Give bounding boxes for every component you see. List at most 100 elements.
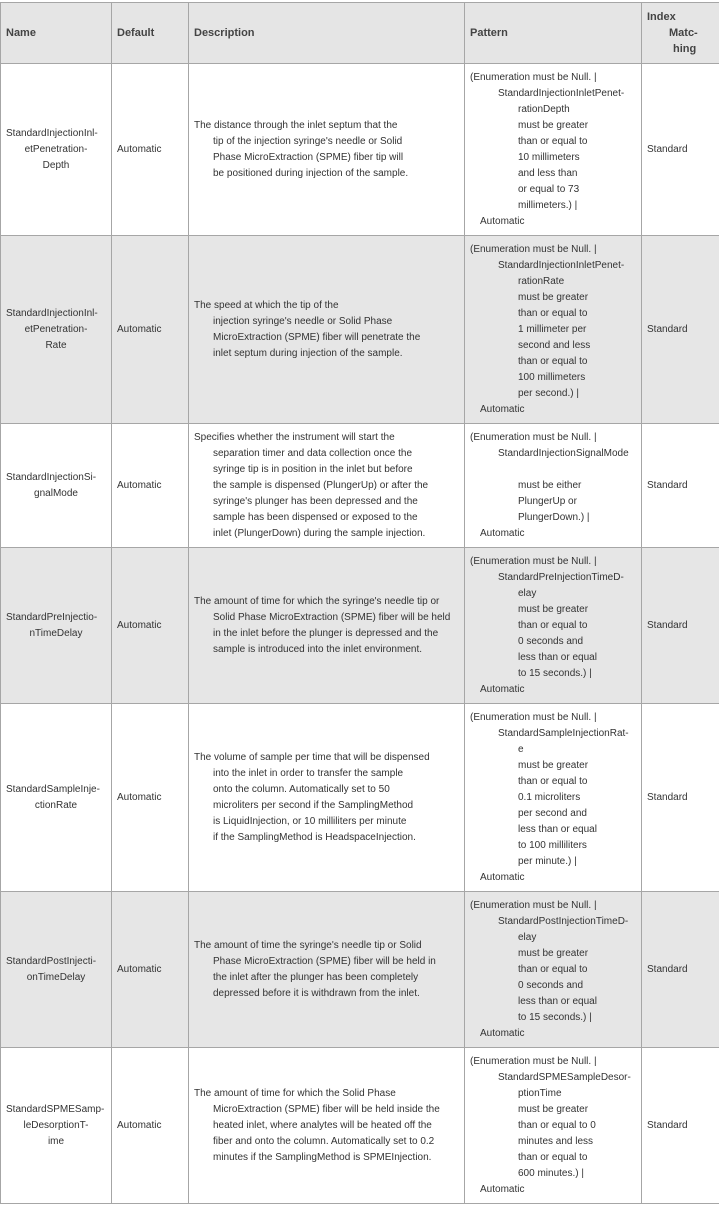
pattern-line: StandardInjectionSignalMode [498, 447, 629, 459]
name-line: StandardSPMESamp- [6, 1103, 105, 1115]
pattern-line: StandardPreInjectionTimeD- [498, 571, 624, 583]
name-line: ctionRate [34, 799, 78, 811]
description-line: microliters per second if the SamplingMe… [213, 799, 414, 811]
pattern-line: (Enumeration must be Null. | [470, 431, 597, 443]
description-line: onto the column. Automatically set to 50 [213, 783, 390, 795]
pattern-line: (Enumeration must be Null. | [470, 711, 597, 723]
description-line: Phase MicroExtraction (SPME) fiber will … [213, 955, 436, 967]
pattern-line: (Enumeration must be Null. | [470, 555, 597, 567]
pattern-line: to 15 seconds.) | [518, 667, 592, 679]
cell-index-matching: Standard [641, 703, 719, 892]
description-line: separation timer and data collection onc… [213, 447, 413, 459]
table-row: StandardSampleInje-ctionRate Automatic T… [0, 703, 719, 892]
header-index-line: Index [647, 11, 676, 23]
description-line: depressed before it is withdrawn from th… [213, 987, 420, 999]
description-line: Phase MicroExtraction (SPME) fiber tip w… [213, 151, 404, 163]
cell-pattern: (Enumeration must be Null. | StandardInje… [464, 423, 642, 548]
description-line: inlet (PlungerDown) during the sample in… [213, 527, 426, 539]
cell-description: Specifies whether the instrument will st… [188, 423, 465, 548]
cell-default: Automatic [111, 703, 189, 892]
description-line: heated inlet, where analytes will be hea… [213, 1119, 432, 1131]
pattern-line: than or equal to [518, 355, 588, 367]
description-line: injection syringe's needle or Solid Phas… [213, 315, 393, 327]
cell-default: Automatic [111, 63, 189, 236]
name-line: onTimeDelay [26, 971, 86, 983]
name-line: StandardInjectionInl- [6, 127, 98, 139]
cell-index-matching: Standard [641, 63, 719, 236]
pattern-line: than or equal to [518, 135, 588, 147]
description-line: tip of the injection syringe's needle or… [213, 135, 403, 147]
description-line: be positioned during injection of the sa… [213, 167, 409, 179]
pattern-line: must be greater [518, 759, 589, 771]
cell-name: StandardInjectionSi-gnalMode [0, 423, 112, 548]
pattern-line: rationRate [518, 275, 565, 287]
name-line: ime [47, 1135, 65, 1147]
description-line: The amount of time for which the Solid P… [194, 1087, 396, 1099]
pattern-line: Automatic [480, 527, 525, 539]
pattern-line: millimeters.) | [518, 199, 578, 211]
pattern-line: than or equal to [518, 619, 588, 631]
pattern-line: less than or equal [518, 651, 597, 663]
pattern-line: than or equal to [518, 1151, 588, 1163]
table-row: StandardPreInjectio-nTimeDelay Automatic… [0, 547, 719, 704]
description-line: The distance through the inlet septum th… [194, 119, 398, 131]
description-line: Solid Phase MicroExtraction (SPME) fiber… [213, 611, 451, 623]
table-row: StandardPostInjecti-onTimeDelay Automati… [0, 891, 719, 1048]
name-line: etPenetration- [24, 143, 88, 155]
name-line: StandardInjectionInl- [6, 307, 98, 319]
pattern-line: StandardInjectionInletPenet- [498, 87, 625, 99]
cell-default: Automatic [111, 891, 189, 1048]
pattern-line: and less than [518, 167, 578, 179]
cell-name: StandardInjectionInl-etPenetration- Rate [0, 235, 112, 424]
pattern-line: to 100 milliliters [518, 839, 587, 851]
header-default: Default [111, 2, 189, 64]
description-line: MicroExtraction (SPME) fiber will penetr… [213, 331, 421, 343]
cell-default: Automatic [111, 547, 189, 704]
pattern-line: 1 millimeter per [518, 323, 587, 335]
pattern-line: or equal to 73 [518, 183, 580, 195]
cell-name: StandardSPMESamp-leDesorptionT-ime [0, 1047, 112, 1204]
cell-pattern: (Enumeration must be Null. | StandardPreI… [464, 547, 642, 704]
name-line: nTimeDelay [29, 627, 83, 639]
pattern-line: less than or equal [518, 995, 597, 1007]
cell-pattern: (Enumeration must be Null. | StandardSPME… [464, 1047, 642, 1204]
name-line: gnalMode [34, 487, 78, 499]
description-line: the sample is dispensed (PlungerUp) or a… [213, 479, 429, 491]
header-name: Name [0, 2, 112, 64]
pattern-line: Automatic [480, 871, 525, 883]
pattern-line: must be greater [518, 291, 589, 303]
table-row: StandardInjectionInl-etPenetration- Depth… [0, 63, 719, 236]
pattern-line: must be greater [518, 1103, 589, 1115]
pattern-line: per second.) | [518, 387, 579, 399]
pattern-line: rationDepth [518, 103, 570, 115]
pattern-line: (Enumeration must be Null. | [470, 899, 597, 911]
cell-default: Automatic [111, 1047, 189, 1204]
pattern-line: per minute.) | [518, 855, 577, 867]
name-line: leDesorptionT- [23, 1119, 89, 1131]
name-line: StandardPostInjecti- [6, 955, 97, 967]
pattern-line: (Enumeration must be Null. | [470, 71, 597, 83]
cell-description: The distance through the inlet septum th… [188, 63, 465, 236]
pattern-line: StandardSPMESampleDesor- [498, 1071, 631, 1083]
cell-default: Automatic [111, 235, 189, 424]
pattern-line: (Enumeration must be Null. | [470, 243, 597, 255]
cell-index-matching: Standard [641, 547, 719, 704]
description-line: syringe tip is in position in the inlet … [213, 463, 413, 475]
description-line: syringe's plunger has been depressed and… [213, 495, 418, 507]
pattern-line: Automatic [480, 215, 525, 227]
pattern-line: ptionTime [518, 1087, 562, 1099]
name-line: Rate [45, 339, 67, 351]
pattern-line: must be greater [518, 947, 589, 959]
pattern-line: 600 minutes.) | [518, 1167, 584, 1179]
header-description: Description [188, 2, 465, 64]
pattern-line: Automatic [480, 1183, 525, 1195]
cell-pattern: (Enumeration must be Null. | StandardSamp… [464, 703, 642, 892]
pattern-line: 0 seconds and [518, 979, 584, 991]
pattern-line: than or equal to 0 [518, 1119, 596, 1131]
pattern-line: must be greater [518, 603, 589, 615]
pattern-line: 0 seconds and [518, 635, 584, 647]
header-index-line: hing [673, 43, 697, 55]
pattern-line: less than or equal [518, 823, 597, 835]
pattern-line: (Enumeration must be Null. | [470, 1055, 597, 1067]
